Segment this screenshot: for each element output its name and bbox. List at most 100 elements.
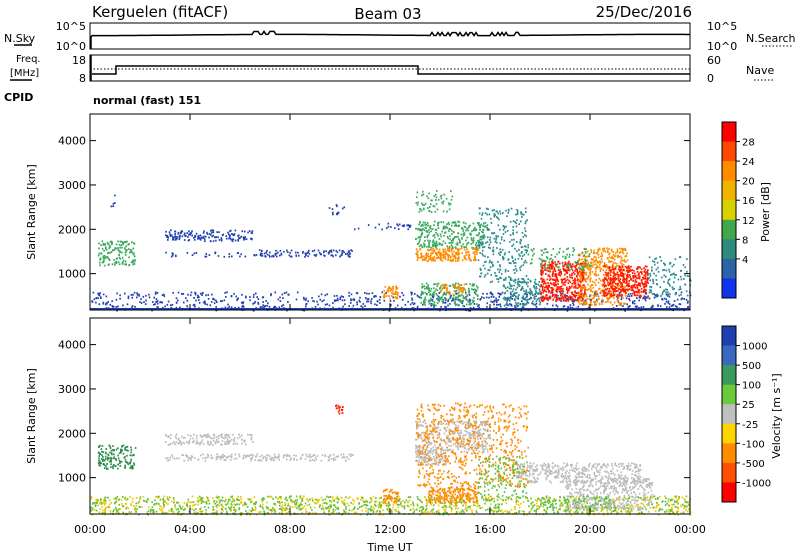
data-cell xyxy=(462,230,465,232)
data-cell xyxy=(593,297,595,299)
data-cell xyxy=(514,247,516,250)
data-cell xyxy=(436,233,439,236)
data-cell xyxy=(594,309,596,312)
data-cell xyxy=(642,283,645,285)
data-cell xyxy=(190,291,193,294)
data-cell xyxy=(610,285,612,288)
data-cell xyxy=(92,513,94,516)
data-cell xyxy=(356,303,358,306)
data-cell xyxy=(525,303,528,305)
data-cell xyxy=(418,227,420,230)
data-cell xyxy=(97,504,99,507)
data-cell xyxy=(482,264,485,267)
data-cell xyxy=(612,265,614,268)
data-cell xyxy=(427,511,430,514)
data-cell xyxy=(347,251,350,254)
data-cell xyxy=(435,252,438,254)
data-cell xyxy=(443,291,445,294)
data-cell xyxy=(248,499,251,501)
data-cell xyxy=(469,299,472,302)
data-cell xyxy=(537,297,540,300)
data-cell xyxy=(458,291,461,293)
data-cell xyxy=(457,292,460,295)
data-cell xyxy=(432,296,434,299)
data-cell xyxy=(316,502,318,505)
data-cell xyxy=(232,497,234,500)
data-cell xyxy=(665,300,668,303)
data-cell xyxy=(99,292,101,294)
data-cell xyxy=(555,279,558,282)
data-cell xyxy=(336,497,339,500)
data-cell xyxy=(380,501,383,504)
data-cell xyxy=(513,294,516,296)
data-cell xyxy=(127,297,130,300)
data-cell xyxy=(510,293,512,296)
data-cell xyxy=(465,296,467,299)
data-cell xyxy=(509,299,511,302)
data-cell xyxy=(602,250,605,253)
data-cell xyxy=(427,197,430,200)
data-cell xyxy=(320,508,323,510)
data-cell xyxy=(214,252,216,255)
data-cell xyxy=(419,296,421,299)
data-cell xyxy=(379,512,381,515)
data-cell xyxy=(590,304,593,306)
data-cell xyxy=(535,510,537,513)
data-cell xyxy=(577,254,580,257)
data-cell xyxy=(649,497,651,500)
data-cell xyxy=(518,294,520,296)
data-cell xyxy=(198,296,200,299)
data-cell xyxy=(621,251,624,253)
data-cell xyxy=(517,295,519,298)
data-cell xyxy=(667,300,670,303)
data-cell xyxy=(458,221,461,223)
data-cell xyxy=(308,252,311,255)
data-cell xyxy=(420,293,423,295)
data-cell xyxy=(671,304,674,307)
data-cell xyxy=(412,512,415,515)
data-cell xyxy=(185,297,187,300)
data-cell xyxy=(619,496,621,499)
data-cell xyxy=(465,251,467,254)
data-cell xyxy=(561,279,564,281)
data-cell xyxy=(517,297,520,300)
data-cell xyxy=(457,253,459,256)
data-cell xyxy=(138,294,141,297)
data-cell xyxy=(450,244,453,247)
data-cell xyxy=(511,298,514,300)
data-cell xyxy=(423,229,426,231)
data-cell xyxy=(492,497,494,500)
data-cell xyxy=(134,305,136,308)
data-cell xyxy=(638,291,640,294)
data-cell xyxy=(557,273,560,276)
data-cell xyxy=(412,303,415,306)
data-cell xyxy=(463,246,466,249)
data-cell xyxy=(587,250,589,253)
data-cell xyxy=(639,296,641,299)
data-cell xyxy=(620,273,622,276)
data-cell xyxy=(199,234,202,237)
data-cell xyxy=(247,231,249,234)
data-cell xyxy=(416,243,419,245)
data-cell xyxy=(493,300,496,303)
data-cell xyxy=(113,259,115,261)
data-cell xyxy=(609,268,611,271)
data-cell xyxy=(397,224,399,227)
data-cell xyxy=(668,278,671,281)
data-cell xyxy=(525,245,527,248)
data-cell xyxy=(447,257,450,259)
data-cell xyxy=(280,497,282,500)
data-cell xyxy=(618,255,620,258)
data-cell xyxy=(674,293,677,296)
data-cell xyxy=(535,283,538,286)
data-cell xyxy=(296,291,299,294)
data-cell xyxy=(540,291,543,294)
data-cell xyxy=(501,248,504,251)
data-cell xyxy=(673,276,676,279)
data-cell xyxy=(621,270,623,273)
data-cell xyxy=(502,233,505,235)
data-cell xyxy=(424,301,426,304)
data-cell xyxy=(635,291,638,293)
data-cell xyxy=(519,266,521,269)
